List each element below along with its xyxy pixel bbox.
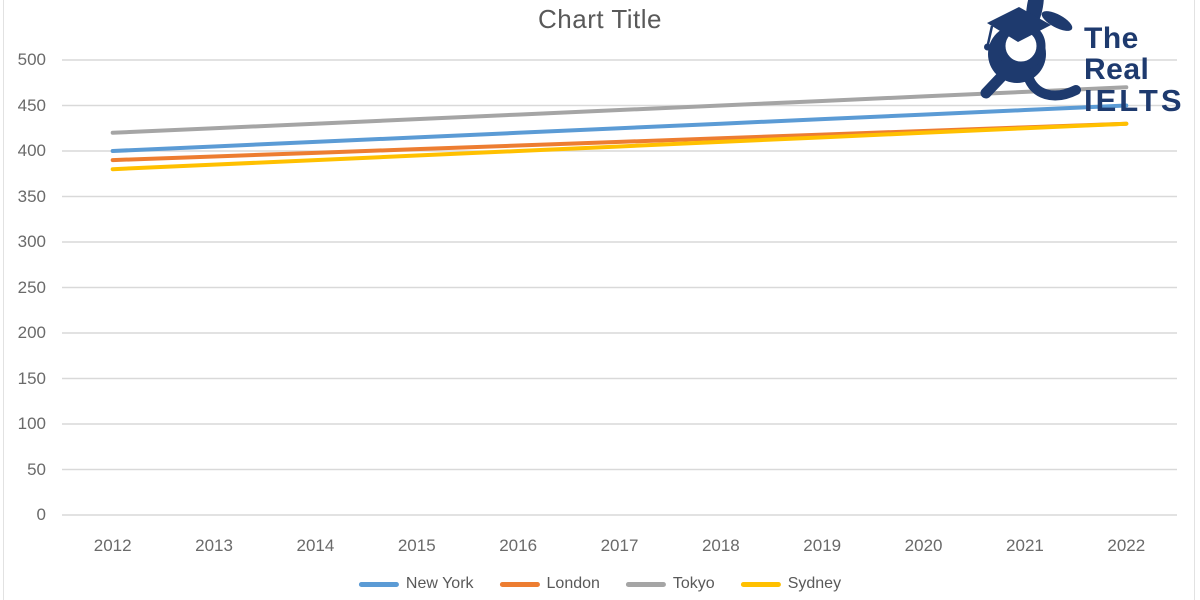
legend-swatch-icon (740, 581, 781, 587)
series-line-new-york (110, 103, 1129, 153)
x-tick-label: 2014 (296, 536, 335, 555)
x-tick-label: 2019 (803, 536, 842, 555)
series-line-sydney (110, 121, 1129, 172)
y-tick-label: 100 (17, 414, 46, 433)
chart-right-border (1194, 0, 1195, 600)
x-tick-label: 2017 (600, 536, 639, 555)
legend-swatch-icon (358, 581, 399, 587)
legend-item-tokyo: Tokyo (625, 575, 715, 593)
x-tick-label: 2022 (1107, 536, 1146, 555)
chart-legend: New York London Tokyo Sydney (358, 575, 842, 593)
series-line-tokyo (110, 85, 1129, 135)
legend-label: New York (405, 575, 474, 592)
y-tick-label: 0 (36, 505, 46, 524)
x-tick-label: 2016 (499, 536, 538, 555)
legend-swatch-icon (499, 581, 540, 587)
y-tick-label: 300 (17, 232, 46, 251)
y-tick-label: 450 (17, 95, 46, 115)
logo-text-line1: The Real (1084, 22, 1150, 86)
x-tick-label: 2012 (93, 536, 132, 555)
x-tick-label: 2021 (1006, 536, 1044, 555)
x-tick-label: 2015 (397, 536, 436, 555)
y-tick-label: 150 (17, 368, 46, 388)
legend-label: Sydney (787, 575, 842, 592)
legend-item-new-york: New York (358, 575, 474, 593)
logo-text-line2: IELTS (1084, 83, 1185, 119)
legend-item-london: London (499, 575, 600, 593)
y-tick-label: 200 (17, 323, 46, 342)
legend-label: Tokyo (672, 575, 715, 592)
y-tick-label: 350 (17, 186, 46, 206)
x-tick-label: 2020 (904, 536, 943, 555)
the-real-ielts-logo: The Real IELTS (962, 0, 1200, 116)
legend-label: London (546, 575, 600, 592)
logo-text: The Real IELTS (1084, 22, 1200, 119)
chart-title: Chart Title (538, 4, 662, 34)
x-tick-label: 2013 (195, 536, 233, 555)
legend-item-sydney: Sydney (740, 575, 842, 593)
graduate-rabbit-mascot-icon (980, 0, 1081, 101)
y-tick-label: 500 (17, 50, 46, 69)
chart-left-border (3, 0, 4, 600)
y-tick-label: 50 (27, 459, 46, 479)
legend-swatch-icon (625, 581, 666, 587)
y-tick-label: 400 (17, 141, 46, 160)
x-tick-label: 2018 (701, 536, 740, 555)
y-tick-label: 250 (17, 277, 46, 297)
